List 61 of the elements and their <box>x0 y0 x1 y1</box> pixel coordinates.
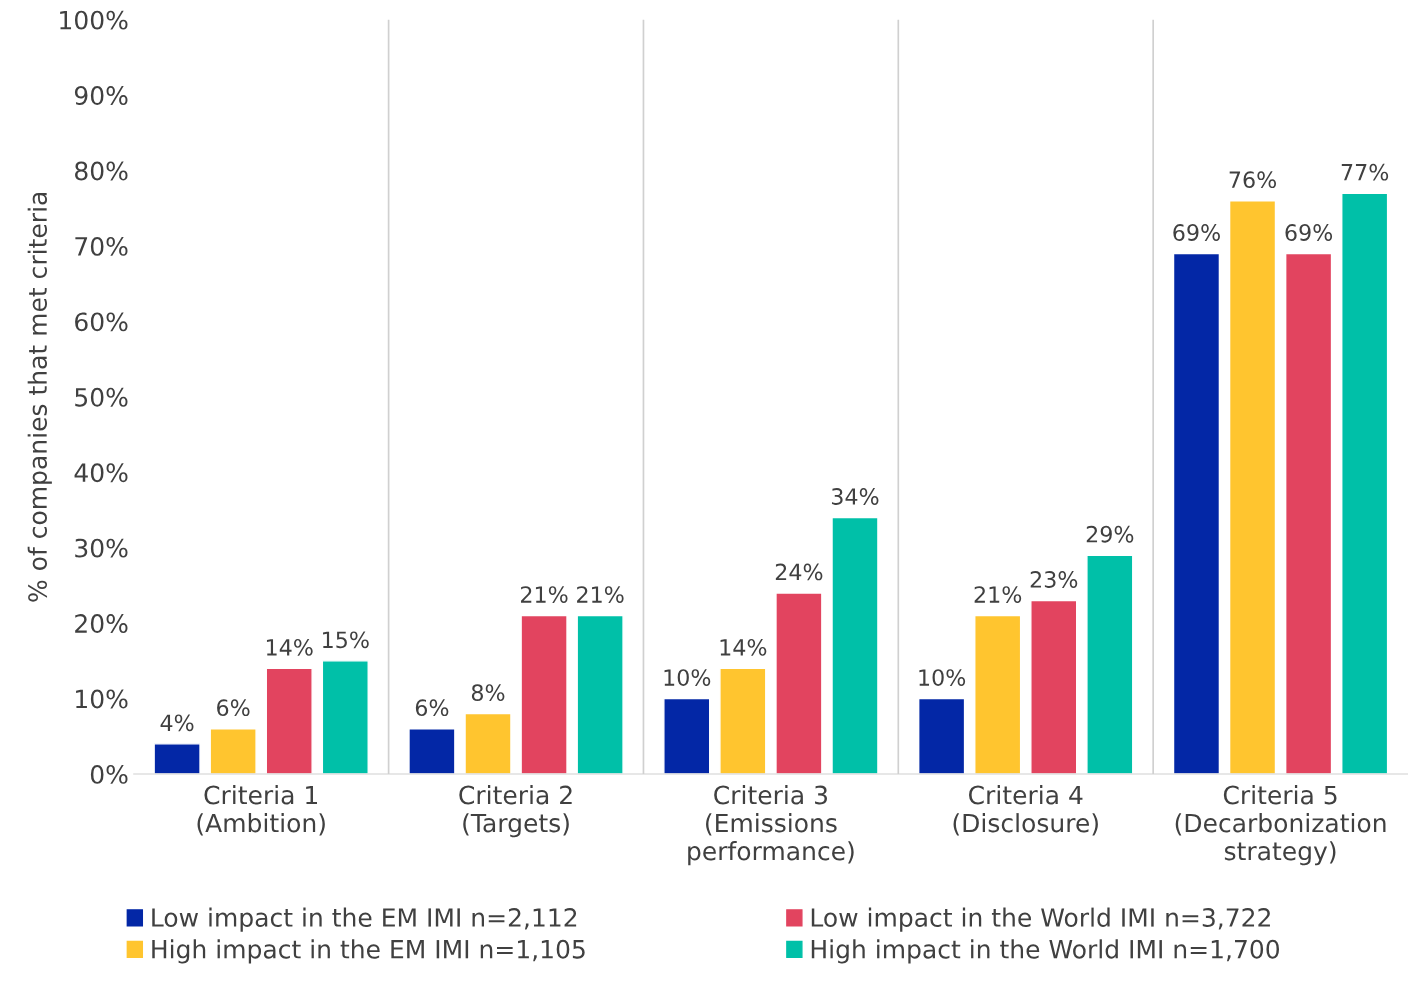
bar <box>153 743 201 775</box>
data-label: 15% <box>323 631 369 649</box>
legend-label: High impact in the EM IMI n=1,105 <box>152 939 585 964</box>
data-label: 34% <box>831 488 879 505</box>
data-label: 10% <box>664 669 711 686</box>
bar <box>719 667 767 775</box>
data-label: 6% <box>415 699 449 717</box>
bar <box>1284 252 1333 775</box>
x-tick-label: Criteria 2 (Targets) <box>459 785 572 838</box>
bar <box>1228 200 1277 775</box>
bar <box>464 712 512 775</box>
y-tick-label: 90% <box>74 86 128 105</box>
bar <box>974 614 1022 775</box>
bar <box>917 697 966 775</box>
data-label: 14% <box>720 638 767 656</box>
bar <box>1086 554 1134 775</box>
bar <box>831 516 879 775</box>
y-tick-label: 80% <box>75 161 128 181</box>
bar <box>265 667 313 775</box>
bar <box>576 614 624 775</box>
data-label: 29% <box>1086 525 1134 543</box>
bar <box>1341 192 1389 775</box>
bar <box>775 592 823 775</box>
y-axis-title: % of companies that met criteria <box>27 192 52 602</box>
y-tick-label: 20% <box>75 614 128 634</box>
x-tick-label: Criteria 4 (Disclosure) <box>953 785 1098 836</box>
data-label: 76% <box>1229 171 1277 189</box>
data-label: 77% <box>1341 163 1389 181</box>
data-label: 24% <box>775 563 823 581</box>
data-label: 6% <box>217 699 250 717</box>
bar <box>1172 252 1221 775</box>
bar <box>408 728 456 775</box>
data-label: 14% <box>266 638 313 656</box>
y-tick-label: 60% <box>75 312 128 332</box>
data-label: 69% <box>1285 224 1333 241</box>
bar <box>321 660 369 775</box>
x-tick-label: Criteria 1 (Ambition) <box>197 785 325 836</box>
data-label: 21% <box>974 586 1022 603</box>
y-tick-label: 10% <box>76 689 128 709</box>
data-label: 21% <box>521 586 568 603</box>
data-label: 10% <box>919 669 966 686</box>
data-label: 8% <box>471 684 505 702</box>
legend-label: High impact in the World IMI n=1,700 <box>811 939 1280 964</box>
x-tick-label: Criteria 3 (Emissions performance) <box>688 785 854 866</box>
bar <box>520 614 568 775</box>
y-tick-label: 70% <box>75 236 128 256</box>
data-label: 21% <box>577 586 624 603</box>
y-tick-label: 100% <box>60 10 128 30</box>
y-tick-label: 0% <box>90 764 128 784</box>
y-tick-label: 50% <box>75 387 128 407</box>
bar <box>209 728 257 775</box>
legend-label: Low impact in the EM IMI n=2,112 <box>152 907 577 932</box>
bar <box>1030 599 1078 775</box>
data-label: 69% <box>1173 224 1220 241</box>
x-tick-label: Criteria 5 (Decarbonization strategy) <box>1175 785 1386 866</box>
legend-label: Low impact in the World IMI n=3,722 <box>811 907 1270 932</box>
y-tick-label: 40% <box>74 463 128 483</box>
data-label: 4% <box>160 714 194 732</box>
y-tick-label: 30% <box>75 538 128 558</box>
data-label: 23% <box>1030 571 1078 588</box>
bar <box>663 697 711 775</box>
